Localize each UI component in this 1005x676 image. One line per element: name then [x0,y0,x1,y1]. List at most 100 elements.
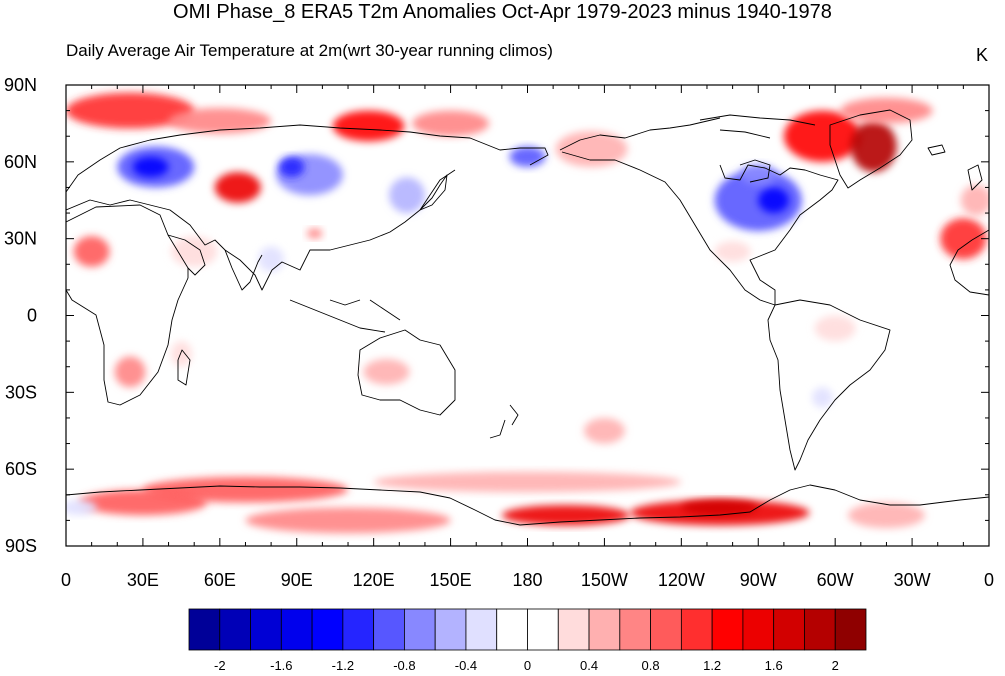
anomaly-blob [714,169,802,231]
colorbar-label: 1.6 [765,658,783,673]
map-ticks [65,84,990,547]
lat-tick-label: 90S [5,536,37,556]
anomaly-field [66,92,989,534]
anomaly-blob [960,184,989,216]
coast-north-america-east [719,164,839,305]
anomaly-blob [168,108,272,134]
colorbar-swatch [619,608,651,651]
lat-tick-label: 30S [5,382,37,402]
colorbar-label: -1.6 [270,658,292,673]
coast-europe-south [66,169,456,291]
colorbar-swatch [711,608,744,651]
anomaly-blob [681,499,759,516]
anomaly-blob [555,131,628,167]
anomaly-blob [171,341,192,367]
colorbar-swatch [557,608,590,651]
anomaly-blob [847,502,925,529]
anomaly-blob [412,110,490,137]
lon-tick-label: 60W [817,570,854,590]
colorbar-swatch [773,608,805,651]
coastlines [66,109,989,526]
anomaly-blob [132,156,169,178]
anomaly-blob [114,356,146,388]
coast-india [224,249,263,291]
colorbar-swatch [742,608,775,651]
lat-tick-label: 60S [5,459,37,479]
anomaly-blob [814,315,856,342]
anomaly-blob [389,177,425,214]
colorbar-swatch [680,608,713,651]
lat-tick-label: 0 [27,306,37,326]
coast-alaska [559,117,721,151]
anomaly-blob [373,471,682,493]
colorbar-swatch [496,608,528,651]
colorbar-swatch [250,608,282,651]
anomaly-blob [740,164,777,185]
colorbar-label: -1.2 [332,658,354,673]
lat-tick-label: 60N [4,152,37,172]
anomaly-blob [278,156,305,178]
lon-tick-label: 120E [353,570,395,590]
colorbar-swatch [342,608,375,651]
lat-tick-label: 30N [4,229,37,249]
coast-africa [66,204,189,406]
lon-tick-label: 180 [512,570,542,590]
lon-tick-label: 60E [204,570,236,590]
anomaly-blob [501,505,631,526]
lon-tick-label: 30E [127,570,159,590]
anomaly-blob [812,387,833,408]
lon-tick-label: 0 [61,570,71,590]
colorbar-labels: -2 -1.6 -1.2 -0.8 -0.4 0 0.4 0.8 1.2 1.6 2 [214,658,839,673]
coast-iceland [927,144,946,156]
lon-tick-label: 150W [581,570,628,590]
colorbar-label: 2 [832,658,839,673]
lon-tick-label: 90E [281,570,313,590]
anomaly-blob [850,120,897,173]
colorbar [188,608,867,651]
coast-antarctica [66,484,989,526]
colorbar-swatch [527,608,559,651]
anomaly-blob [73,236,110,267]
anomaly-blob [583,417,625,444]
anomaly-blob [66,92,195,129]
anomaly-blob [783,110,861,162]
colorbar-label: -0.8 [393,658,415,673]
coast-greenland [829,109,913,189]
lon-tick-label: 30W [894,570,931,590]
colorbar-swatch [650,608,682,651]
colorbar-swatch [404,608,436,651]
figure-subtitle: Daily Average Air Temperature at 2m(wrt … [66,41,553,60]
longitude-labels: 0 30E 60E 90E 120E 150E 180 150W 120W 90W 60W 30W 0 [61,570,994,590]
coast-australia [357,329,456,416]
coast-arctic-islands [699,114,816,139]
coast-madagascar [177,349,191,386]
colorbar-label: -0.4 [455,658,477,673]
lon-tick-label: 0 [984,570,994,590]
colorbar-swatch [219,608,251,651]
lon-tick-label: 120W [658,570,705,590]
latitude-labels: 90N 60N 30N 0 30S 60S 90S [4,75,37,556]
anomaly-blob [214,172,261,203]
anomaly-blob [758,187,790,214]
coast-new-zealand [489,404,519,439]
colorbar-swatch [434,608,467,651]
colorbar-swatch [804,608,836,651]
lat-tick-label: 90N [4,75,37,95]
anomaly-blob [714,241,751,262]
colorbar-label: 1.2 [703,658,721,673]
coast-british-isles [967,164,983,191]
anomaly-blob [332,110,405,142]
coast-arabia [167,234,206,276]
lon-tick-label: 90W [740,570,777,590]
colorbar-swatch [465,608,498,651]
coast-japan [419,174,448,211]
anomaly-blob [363,359,410,385]
anomaly-blob [258,246,284,272]
anomaly-blob [245,507,451,534]
colorbar-label: 0.4 [580,658,598,673]
colorbar-swatch [188,608,221,651]
colorbar-label: 0 [524,658,531,673]
lon-tick-label: 150E [430,570,472,590]
units-label: K [975,45,988,65]
